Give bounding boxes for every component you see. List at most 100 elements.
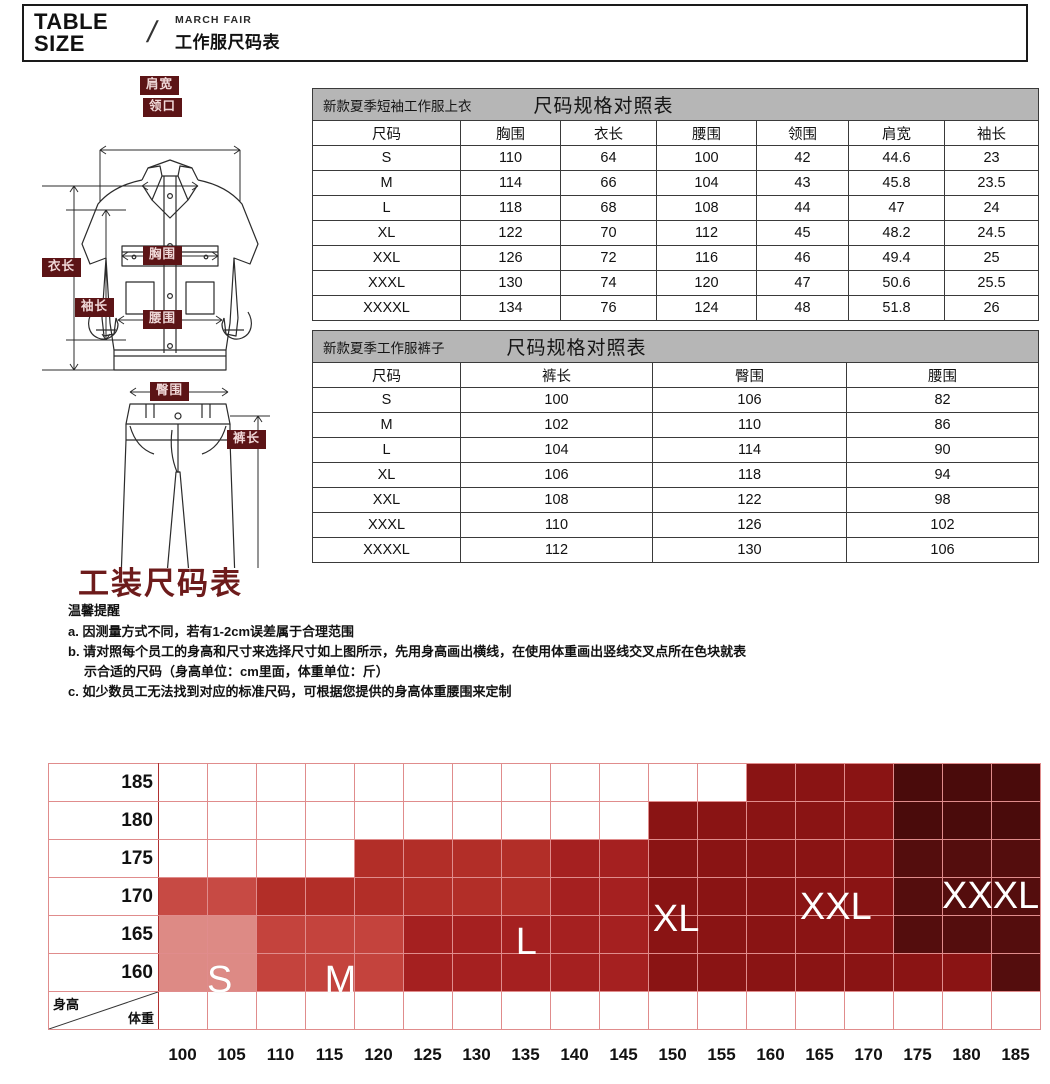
table-cell: S — [312, 145, 461, 171]
table-cell: 106 — [845, 537, 1040, 563]
pants-size-table: 新款夏季工作服裤子 尺码规格对照表 尺码 裤长 臀围 腰围 S 100 106 82 M 102… — [311, 330, 1040, 563]
grid-cell — [942, 801, 992, 840]
table-cell: 86 — [845, 412, 1040, 438]
grid-cell — [844, 763, 894, 802]
table-cell: 47 — [848, 195, 945, 221]
grid-cell — [256, 915, 306, 954]
grid-cell — [452, 953, 502, 992]
grid-cell — [550, 801, 600, 840]
height-label: 175 — [48, 839, 159, 878]
grid-row: 165 — [48, 915, 1041, 954]
grid-cell — [403, 877, 453, 916]
label-hip: 臀围 — [150, 382, 190, 401]
grid-cell — [942, 915, 992, 954]
height-label: 165 — [48, 915, 159, 954]
grid-cell — [991, 991, 1041, 1030]
grid-cell — [648, 763, 698, 802]
grid-cell — [550, 877, 600, 916]
page-title: 工作服尺码表 — [175, 32, 280, 52]
grid-cell — [207, 801, 257, 840]
grid-cell — [207, 839, 257, 878]
note-item-c: c. 如少数员工无法找到对应的标准尺码，可根据您提供的身高体重腰围来定制 — [68, 684, 512, 700]
grid-cell — [648, 801, 698, 840]
weight-tick-label: 125 — [413, 1045, 442, 1064]
table-cell: 114 — [652, 437, 847, 463]
weight-tick-label: 110 — [266, 1045, 295, 1064]
grid-cell — [746, 801, 796, 840]
table-cell: 70 — [560, 220, 657, 246]
grid-cell — [403, 839, 453, 878]
grid-cell — [403, 953, 453, 992]
grid-cell — [942, 991, 992, 1030]
grid-cell — [158, 763, 208, 802]
grid-row: 180 — [48, 801, 1041, 840]
table-cell: S — [312, 387, 461, 413]
grid-cell — [354, 839, 404, 878]
label-shoulder-width: 肩宽 — [140, 76, 180, 95]
grid-cell — [893, 953, 943, 992]
grid-cell — [844, 877, 894, 916]
grid-cell — [305, 763, 355, 802]
table-row: XXL 108 122 98 — [312, 487, 1040, 513]
label-garment-length: 衣长 — [42, 258, 82, 277]
page-header: TABLE SIZE / MARCH FAIR 工作服尺码表 — [22, 4, 1028, 62]
jacket-table-banner: 新款夏季短袖工作服上衣 尺码规格对照表 — [311, 88, 1040, 121]
grid-cell — [697, 915, 747, 954]
grid-cell — [207, 763, 257, 802]
table-cell: 26 — [943, 295, 1040, 321]
table-row: L 118 68 108 44 47 24 — [312, 195, 1040, 221]
grid-cell — [256, 839, 306, 878]
jacket-col-header: 袖长 — [943, 120, 1040, 146]
table-cell: 106 — [652, 387, 847, 413]
axis-label-height: 身高 — [53, 997, 80, 1012]
height-label: 170 — [48, 877, 159, 916]
grid-cell — [550, 953, 600, 992]
axis-label-weight: 体重 — [127, 1011, 154, 1026]
table-cell: 48.2 — [848, 220, 945, 246]
jacket-banner-title: 尺码规格对照表 — [533, 96, 674, 117]
grid-cell — [452, 763, 502, 802]
grid-cell — [942, 953, 992, 992]
table-cell: 112 — [460, 537, 653, 563]
table-cell: 74 — [560, 270, 657, 296]
grid-cell — [893, 991, 943, 1030]
grid-cell — [305, 839, 355, 878]
measurement-diagram: 肩宽 领口 衣长 袖长 胸围 腰围 臀围 裤长 — [30, 68, 310, 568]
grid-cell — [158, 991, 208, 1030]
grid-cell — [550, 991, 600, 1030]
size-heatmap: 185 180 175 170 165 160 身高 体重 S M L XL XXL XXXL — [48, 763, 1041, 1030]
grid-cell — [403, 915, 453, 954]
grid-cell — [746, 915, 796, 954]
table-row: XL 122 70 112 45 48.2 24.5 — [312, 220, 1040, 246]
table-cell: 118 — [460, 195, 561, 221]
grid-cell — [991, 839, 1041, 878]
note-item-b: b. 请对照每个员工的身高和尺寸来选择尺寸如上图所示，先用身高画出横线，在使用体… — [68, 644, 747, 660]
grid-cell — [599, 763, 649, 802]
table-row: M 102 110 86 — [312, 412, 1040, 438]
weight-tick-label: 160 — [756, 1045, 785, 1064]
grid-cell — [452, 877, 502, 916]
table-cell: 51.8 — [848, 295, 945, 321]
grid-cell — [942, 839, 992, 878]
table-cell: 82 — [845, 387, 1040, 413]
table-cell: 106 — [460, 462, 653, 488]
weight-tick-label: 170 — [854, 1045, 883, 1064]
table-cell: XL — [312, 220, 461, 246]
table-cell: 110 — [652, 412, 847, 438]
note-item-b-cont: 示合适的尺码（身高单位：cm里面，体重单位：斤） — [84, 664, 389, 680]
grid-cell — [893, 915, 943, 954]
height-label: 185 — [48, 763, 159, 802]
grid-cell — [256, 801, 306, 840]
table-cell: 24 — [943, 195, 1040, 221]
grid-cell — [991, 763, 1041, 802]
grid-cell — [599, 801, 649, 840]
grid-row: 175 — [48, 839, 1041, 878]
grid-cell — [501, 839, 551, 878]
label-collar: 领口 — [143, 98, 183, 117]
grid-cell — [354, 953, 404, 992]
section-title: 工装尺码表 — [78, 566, 243, 601]
grid-cell — [256, 877, 306, 916]
grid-cell — [207, 953, 257, 992]
grid-cell — [501, 763, 551, 802]
table-cell: 45.8 — [848, 170, 945, 196]
